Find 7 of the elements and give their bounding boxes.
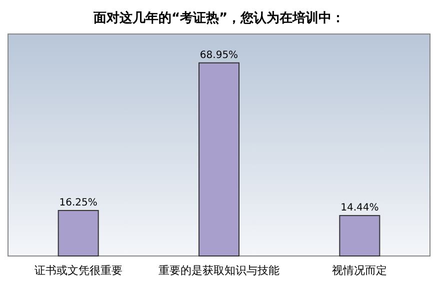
x-tick-label: 证书或文凭很重要: [34, 264, 122, 277]
data-label: 14.44%: [340, 202, 379, 214]
data-label: 16.25%: [59, 197, 98, 208]
data-label: 68.95%: [200, 50, 238, 61]
chart-title: 面对这几年的“考证热”，您认为在培训中：: [92, 10, 345, 26]
x-tick-label: 重要的是获取知识与技能: [158, 264, 280, 277]
x-tick-label: 视情况而定: [332, 264, 388, 277]
